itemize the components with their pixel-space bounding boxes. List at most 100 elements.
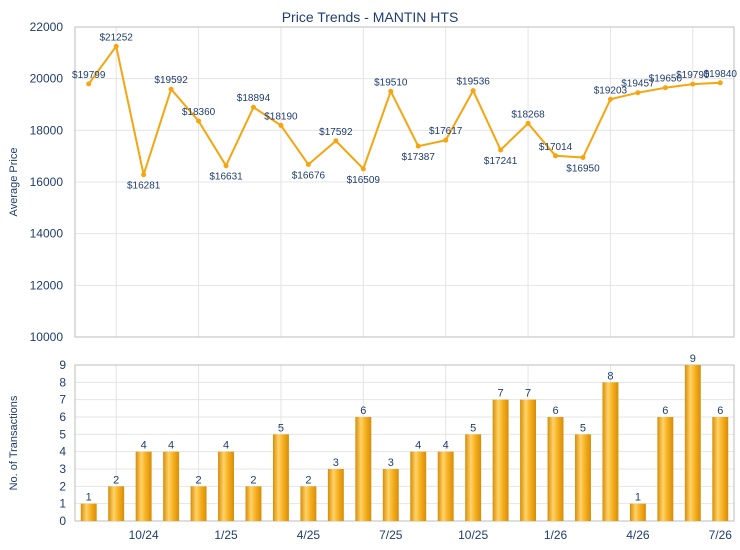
transaction-bar — [520, 399, 537, 521]
price-tick-label: 12000 — [30, 278, 64, 292]
price-value-label: $16631 — [209, 172, 243, 183]
transaction-count-label: 6 — [717, 405, 723, 417]
price-value-label: $17592 — [319, 127, 353, 138]
price-point — [470, 88, 476, 94]
price-point — [360, 166, 366, 172]
transactions-tick-label: 9 — [59, 358, 66, 372]
price-value-label: $17014 — [539, 142, 573, 153]
transaction-bar — [245, 486, 262, 521]
transaction-count-label: 4 — [223, 440, 229, 452]
transactions-tick-label: 2 — [59, 479, 66, 493]
price-value-label: $19536 — [456, 77, 490, 88]
transaction-bar — [410, 451, 427, 521]
price-value-label: $17241 — [484, 156, 518, 167]
price-value-label: $18894 — [237, 93, 271, 104]
price-tick-label: 20000 — [30, 72, 64, 86]
price-point — [525, 120, 531, 126]
transactions-tick-label: 3 — [59, 462, 66, 476]
transaction-bar — [218, 451, 234, 521]
transaction-count-label: 5 — [278, 422, 284, 434]
transaction-bar — [300, 486, 317, 521]
date-tick-label: 10/25 — [458, 528, 488, 542]
transaction-count-label: 4 — [141, 440, 147, 452]
transaction-count-label: 4 — [443, 440, 449, 452]
transaction-count-label: 5 — [580, 422, 586, 434]
transactions-tick-label: 4 — [59, 445, 66, 459]
transaction-count-label: 7 — [498, 388, 504, 400]
price-point — [580, 154, 586, 160]
price-point — [223, 163, 229, 169]
transactions-axis-title: No. of Transactions — [8, 395, 20, 490]
transactions-tick-label: 0 — [59, 514, 66, 528]
transaction-count-label: 2 — [305, 474, 311, 486]
price-value-label: $16281 — [127, 181, 161, 192]
transaction-count-label: 3 — [388, 457, 394, 469]
price-point — [278, 122, 284, 128]
transaction-bar — [492, 399, 509, 521]
price-point — [553, 153, 559, 159]
price-value-label: $17617 — [429, 126, 463, 137]
price-tick-label: 14000 — [30, 227, 64, 241]
transaction-count-label: 2 — [250, 474, 256, 486]
transaction-count-label: 6 — [360, 405, 366, 417]
date-tick-label: 4/25 — [297, 528, 321, 542]
date-tick-label: 4/26 — [626, 528, 650, 542]
transactions-tick-label: 7 — [59, 393, 66, 407]
price-point — [333, 138, 339, 144]
transactions-axis-ticks: 9 8 7 6 5 4 3 2 1 0 — [59, 358, 66, 528]
price-point — [388, 88, 394, 94]
date-tick-label: 1/25 — [214, 528, 238, 542]
price-point — [607, 96, 613, 102]
price-tick-label: 22000 — [30, 20, 64, 34]
price-points — [86, 43, 723, 178]
price-plot-frame — [74, 26, 735, 338]
price-point — [662, 85, 668, 91]
transaction-count-label: 1 — [635, 492, 641, 504]
transaction-count-labels: 1 2 4 4 2 4 2 5 2 3 6 3 4 4 5 7 7 6 5 8 1 6 9 6 — [86, 353, 724, 504]
transactions-tick-label: 5 — [59, 427, 66, 441]
transaction-count-label: 6 — [662, 405, 668, 417]
price-axis-title: Average Price — [8, 148, 20, 217]
date-tick-label: 7/26 — [709, 528, 733, 542]
transactions-tick-label: 1 — [59, 497, 66, 511]
date-tick-label: 10/24 — [129, 528, 159, 542]
price-point — [196, 118, 202, 124]
transaction-count-label: 4 — [415, 440, 421, 452]
transaction-bar — [382, 469, 399, 521]
transaction-bar — [80, 503, 97, 521]
transaction-bar — [629, 503, 646, 521]
transactions-tick-label: 8 — [59, 375, 66, 389]
price-gridlines — [75, 26, 734, 338]
price-value-label: $16676 — [292, 171, 326, 182]
transaction-bar — [547, 417, 564, 521]
price-value-label: $19203 — [594, 85, 628, 96]
price-point — [635, 90, 641, 96]
transaction-count-label: 6 — [552, 405, 558, 417]
transaction-bars — [80, 365, 729, 521]
transaction-bar — [437, 451, 454, 521]
price-value-label: $18360 — [182, 107, 216, 118]
price-value-label: $16509 — [347, 175, 381, 186]
date-tick-label: 7/25 — [379, 528, 403, 542]
price-value-label: $19592 — [154, 75, 188, 86]
price-point — [86, 81, 92, 87]
transaction-bar — [657, 417, 674, 521]
transaction-count-label: 8 — [607, 370, 613, 382]
transaction-bar — [712, 417, 729, 521]
price-value-label: $19790 — [676, 70, 710, 81]
date-axis-ticks: 10/24 1/25 4/25 7/25 10/25 1/26 4/26 7/26 — [129, 528, 733, 542]
price-point — [717, 80, 723, 86]
price-line — [87, 45, 721, 176]
transaction-count-label: 2 — [113, 474, 119, 486]
price-point — [141, 172, 147, 178]
transaction-count-label: 1 — [86, 492, 92, 504]
transactions-tick-label: 6 — [59, 410, 66, 424]
transaction-count-label: 4 — [168, 440, 174, 452]
price-tick-label: 10000 — [30, 330, 64, 344]
transaction-count-label: 9 — [690, 353, 696, 365]
transaction-bar — [355, 417, 372, 521]
price-point — [113, 43, 119, 49]
transaction-count-label: 2 — [196, 474, 202, 486]
transaction-bar — [684, 365, 701, 521]
transaction-bar — [575, 434, 591, 521]
